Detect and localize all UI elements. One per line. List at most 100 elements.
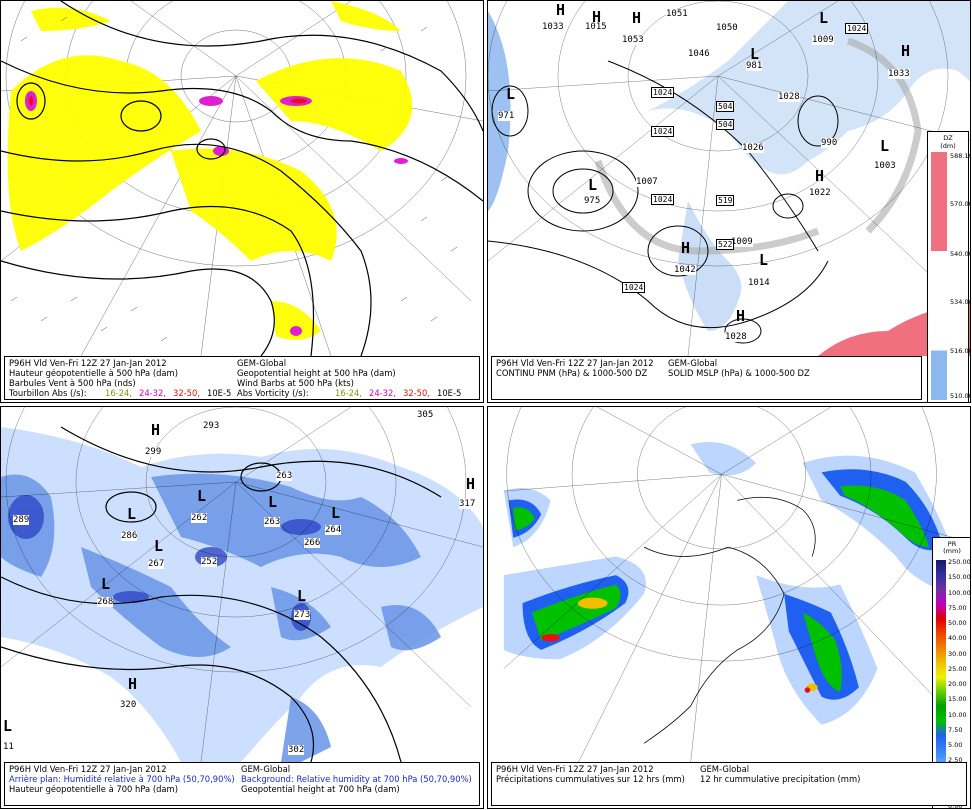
vort-unit-en: 10E-5 <box>437 388 462 398</box>
height-low-label: L <box>127 505 137 523</box>
height-low-label: L <box>297 587 307 605</box>
height-value: 302 <box>288 745 305 755</box>
legend-tick: 570.00 <box>950 200 971 208</box>
legend-tick: 150.00 <box>948 573 971 582</box>
vort-range-1: 16-24, <box>105 388 132 398</box>
thickness-box: 504 <box>716 119 735 130</box>
caption-line2-right: SOLID MSLP (hPa) & 1000-500 DZ <box>668 368 810 378</box>
panel-precipitation: PR (mm) 250.00 150.00 100.00 75.00 50.00 40.0… <box>487 406 971 809</box>
legend-colorbar <box>931 152 947 400</box>
vort-range-3: 32-50, <box>173 388 200 398</box>
pressure-value: 1014 <box>748 278 770 288</box>
legend-tick: 540.00 <box>950 250 971 258</box>
pressure-value: 1028 <box>725 332 747 342</box>
legend-tick: 30.00 <box>948 649 967 658</box>
pressure-low-label: L <box>759 251 769 269</box>
caption-700hpa: P96H Vld Ven-Fri 12Z 27 Jan-Jan 2012 Arr… <box>4 762 480 806</box>
pressure-value: 1028 <box>778 92 800 102</box>
panel-mslp-thickness: H 1033 H 1015 H 1053 1051 1046 1050 L 10… <box>487 0 971 403</box>
height-high-label: H <box>466 475 476 493</box>
height-value: 266 <box>304 538 321 548</box>
caption-line1-right: GEM-Global <box>241 764 291 774</box>
caption-line1-right: GEM-Global <box>700 764 750 774</box>
caption-line3-right: Geopotential height at 700 hPa (dam) <box>241 784 400 794</box>
legend-colorbar <box>936 560 946 804</box>
pressure-value: 1053 <box>622 35 644 45</box>
pressure-high-label: H <box>681 239 691 257</box>
pressure-value: 971 <box>498 111 515 121</box>
legend-tick: 5.00 <box>948 741 963 749</box>
caption-line2-left: CONTINU PNM (hPa) & 1000-500 DZ <box>496 368 648 378</box>
caption-line2-right: 12 hr cummulative precipitation (mm) <box>700 774 861 784</box>
legend-title: PR <box>947 540 957 548</box>
thickness-box: 519 <box>716 195 735 206</box>
height-value: 268 <box>97 597 114 607</box>
height-high-label: H <box>128 675 138 693</box>
map-700hpa <box>1 407 483 762</box>
height-value: 286 <box>121 531 138 541</box>
legend-tick: 2.50 <box>948 756 963 765</box>
pressure-value: 981 <box>746 61 763 71</box>
height-value: 273 <box>294 610 311 620</box>
caption-line1-left: P96H Vld Ven-Fri 12Z 27 Jan-Jan 2012 <box>496 764 654 774</box>
legend-tick: 534.00 <box>950 298 971 306</box>
caption-line1-right: GEM-Global <box>237 358 287 368</box>
legend-tick: 25.00 <box>948 664 967 673</box>
pressure-box: 1024 <box>845 23 869 34</box>
legend-tick: 100.00 <box>948 588 971 597</box>
pressure-value: 1046 <box>688 49 710 59</box>
pressure-high-label: H <box>556 1 566 19</box>
pressure-value: 1050 <box>716 23 738 33</box>
caption-line2-left: Arrière plan: Humidité relative à 700 hP… <box>9 774 235 784</box>
pressure-value: 1022 <box>809 188 831 198</box>
height-value: 252 <box>201 557 218 567</box>
pressure-value: 1007 <box>636 177 658 187</box>
pressure-value: 1009 <box>812 35 834 45</box>
caption-line1-left: P96H Vld Ven-Fri 12Z 27 Jan-Jan 2012 <box>9 764 167 774</box>
legend-tick: 10.00 <box>948 710 967 719</box>
pressure-low-label: L <box>588 176 598 194</box>
caption-line4-right: Abs Vorticity (/s): <box>237 388 309 398</box>
vort-range-3-en: 32-50, <box>403 388 430 398</box>
pressure-value: 1042 <box>674 265 696 275</box>
height-value: 267 <box>148 559 165 569</box>
legend-tick: 516.00 <box>950 347 971 355</box>
height-low-label: L <box>197 487 207 505</box>
caption-line4-left: Tourbillon Abs (/s): <box>9 388 87 398</box>
height-value: 305 <box>417 410 434 420</box>
panel-700hpa-humidity: H 299 293 305 H 317 289 L 262 L 263 L 28… <box>0 406 484 809</box>
height-value: 317 <box>459 499 476 509</box>
pressure-low-label: L <box>750 45 760 63</box>
legend-tick: 15.00 <box>948 695 967 704</box>
map-precip <box>503 407 955 762</box>
pressure-box: 1024 <box>651 194 675 205</box>
height-low-label: L <box>3 717 13 735</box>
map-mslp <box>488 1 970 356</box>
pressure-value: 1026 <box>742 143 764 153</box>
height-low-label: L <box>154 537 164 555</box>
legend-unit: (dm) <box>940 142 956 150</box>
legend-tick: 50.00 <box>948 619 967 627</box>
caption-line1-left: P96H Vld Ven-Fri 12Z 27 Jan-Jan 2012 <box>9 358 167 368</box>
pressure-value: 1033 <box>542 22 564 32</box>
caption-precip: P96H Vld Ven-Fri 12Z 27 Jan-Jan 2012 Pré… <box>491 762 967 806</box>
caption-500hpa: P96H Vld Ven-Fri 12Z 27 Jan-Jan 2012 Hau… <box>4 356 480 400</box>
pressure-box: 1024 <box>622 282 646 293</box>
legend-tick: 588.19 <box>950 152 971 160</box>
height-value: 263 <box>264 517 281 527</box>
pressure-box: 1024 <box>651 126 675 137</box>
legend-tick: 40.00 <box>948 634 967 643</box>
pressure-high-label: H <box>592 8 602 26</box>
map-500hpa <box>1 1 483 356</box>
pressure-value: 1051 <box>666 9 688 19</box>
height-value: 320 <box>120 700 137 710</box>
pressure-low-label: L <box>506 85 516 103</box>
height-value: 289 <box>13 515 30 525</box>
pressure-value: 975 <box>584 196 601 206</box>
caption-line3-right: Wind Barbs at 500 hPa (kts) <box>237 378 354 388</box>
caption-line2-right: Geopotential height at 500 hPa (dam) <box>237 368 396 378</box>
pressure-high-label: H <box>736 307 746 325</box>
legend-tick: 510.00 <box>950 392 971 400</box>
pressure-low-label: L <box>819 9 829 27</box>
legend-tick: 75.00 <box>948 603 967 612</box>
